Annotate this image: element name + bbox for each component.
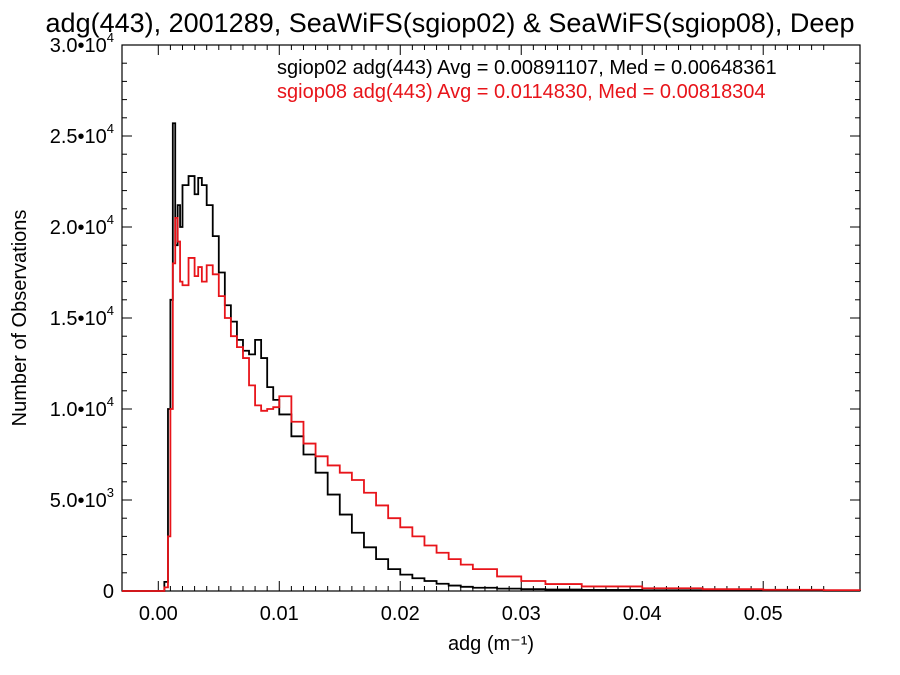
x-tick-label: 0.00 [139,603,178,625]
y-tick-label: 1.5•104 [50,303,114,330]
legend-series-2: sgiop08 adg(443) Avg = 0.0114830, Med = … [277,81,766,103]
y-tick-label: 3.0•104 [50,30,114,57]
y-tick-label: 2.0•104 [50,212,114,239]
plot-frame [121,44,861,592]
x-tick-label: 0.02 [381,603,420,625]
series-1-line [122,122,861,592]
series-layer [122,122,861,592]
y-tick-label: 0 [103,581,114,603]
x-tick-label: 0.03 [502,603,541,625]
x-tick-label: 0.04 [623,603,662,625]
series-2-line [122,217,861,592]
x-axis-ticks: 0.00 0.01 0.02 0.03 0.04 0.05 [139,45,825,625]
y-axis-label: Number of Observations [9,210,31,427]
x-tick-label: 0.05 [744,603,783,625]
x-tick-label: 0.01 [260,603,299,625]
legend-series-1: sgiop02 adg(443) Avg = 0.00891107, Med =… [277,57,777,79]
chart-title: adg(443), 2001289, SeaWiFS(sgiop02) & Se… [46,8,855,38]
y-tick-label: 1.0•104 [50,394,114,421]
y-tick-label: 5.0•103 [50,485,114,512]
x-axis-label: adg (m⁻¹) [448,633,534,655]
y-axis-ticks: 0 5.0•103 1.0•104 1.5•104 2.0•104 2.5•104 3.0•… [50,30,860,603]
y-tick-label: 2.5•104 [50,121,114,148]
